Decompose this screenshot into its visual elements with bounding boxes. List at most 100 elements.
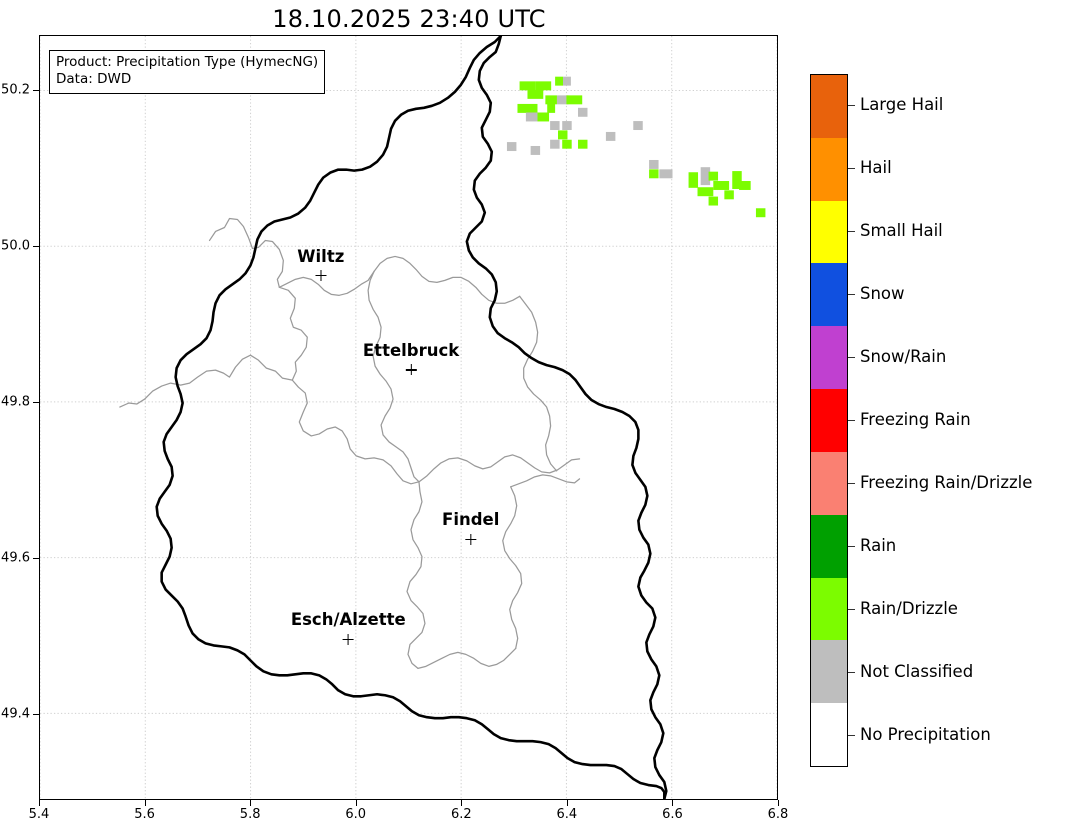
radar-cell [713, 181, 730, 190]
y-axis-tick [33, 245, 39, 247]
radar-cell [697, 187, 714, 197]
radar-cell [556, 95, 569, 105]
legend-label: Freezing Rain [860, 410, 971, 430]
radar-cell [558, 130, 568, 140]
legend-tick [848, 482, 855, 485]
legend-label: Not Classified [860, 662, 974, 682]
x-axis-tick-label: 6.4 [556, 807, 578, 822]
legend-swatch-large-hail [811, 75, 847, 138]
national-border [155, 36, 668, 799]
radar-cell [578, 107, 588, 117]
legend-swatch-freezing-rain [811, 389, 847, 452]
x-axis-tick [461, 800, 463, 806]
legend-label: Freezing Rain/Drizzle [860, 473, 1033, 493]
legend-tick [848, 671, 855, 674]
legend-label: Rain/Drizzle [860, 599, 958, 619]
legend-swatch-freezing-rain-drizzle [811, 451, 847, 515]
legend-label: Rain [860, 536, 897, 556]
map-canvas [40, 36, 777, 799]
legend-swatch-hail [811, 137, 847, 201]
legend-tick [848, 293, 855, 296]
radar-cell [517, 103, 538, 113]
legend-label: No Precipitation [860, 725, 991, 745]
x-axis-tick [39, 800, 40, 806]
radar-cell [506, 142, 517, 152]
radar-cell [649, 159, 659, 169]
radar-cell [555, 76, 564, 86]
x-axis-tick-label: 5.8 [239, 807, 261, 822]
radar-cell [562, 139, 572, 149]
legend-tick [848, 734, 855, 737]
info-data-line: Data: DWD [56, 71, 132, 88]
info-product-line: Product: Precipitation Type (HymecNG) [56, 54, 319, 70]
radar-cell [649, 169, 659, 179]
district-boundaries [119, 217, 581, 669]
radar-cell [537, 112, 550, 122]
legend-tick [848, 230, 855, 233]
radar-cell [688, 172, 699, 188]
radar-cell [708, 171, 719, 181]
legend-swatch-snow-rain [811, 326, 847, 390]
y-axis-tick-label: 49.4 [1, 706, 30, 722]
legend-label: Large Hail [860, 95, 944, 115]
x-axis-tick-label: 6.2 [450, 807, 472, 822]
y-axis-tick [33, 401, 39, 403]
radar-cell [578, 139, 588, 149]
legend-label: Small Hail [860, 221, 943, 241]
radar-cell [633, 121, 643, 131]
radar-cell [724, 190, 734, 200]
x-axis-tick-label: 6.6 [662, 807, 683, 822]
legend-tick [848, 167, 855, 170]
radar-cell [605, 131, 616, 141]
radar-cell [739, 181, 751, 190]
legend-colorbar [810, 74, 848, 767]
radar-cell [527, 89, 544, 99]
radar-cell [535, 81, 552, 91]
radar-cell [732, 171, 742, 189]
x-axis-tick [566, 800, 568, 806]
x-axis-tick-label: 5.6 [134, 807, 155, 822]
info-box: Product: Precipitation Type (HymecNG) Da… [49, 50, 326, 94]
radar-cell [659, 169, 673, 179]
radar-cell [545, 95, 557, 105]
map-plot-area: Product: Precipitation Type (HymecNG) Da… [39, 35, 778, 800]
legend-swatch-small-hail [811, 200, 847, 264]
legend-tick [848, 608, 855, 611]
legend-swatch-no-precipitation [811, 703, 847, 766]
legend-swatch-not-classified [811, 640, 847, 704]
legend-swatch-rain-drizzle [811, 577, 847, 641]
legend-label: Hail [860, 158, 892, 178]
y-axis-tick [33, 558, 39, 559]
y-axis-tick-label: 50.2 [1, 82, 30, 98]
legend-swatch-snow [811, 263, 847, 327]
x-axis-tick [778, 800, 779, 806]
x-axis-tick [144, 800, 146, 806]
x-axis-tick-label: 5.4 [28, 807, 50, 822]
legend-tick [848, 545, 855, 548]
radar-cell [530, 145, 541, 155]
x-axis-tick [250, 800, 252, 806]
radar-cell [755, 208, 766, 218]
x-axis-tick [355, 800, 357, 806]
legend-tick [848, 104, 855, 107]
page-title: 18.10.2025 23:40 UTC [272, 5, 546, 33]
radar-cell [550, 139, 560, 149]
y-axis-tick-label: 50.0 [1, 238, 30, 254]
legend-label: Snow/Rain [860, 347, 947, 367]
radar-cell [563, 76, 571, 86]
gridlines [40, 36, 777, 799]
x-axis-tick [672, 800, 674, 806]
legend-tick [848, 356, 855, 359]
y-axis-tick [33, 89, 39, 91]
radar-cell [519, 81, 536, 91]
x-axis-tick-label: 6.0 [345, 807, 367, 822]
x-axis-tick-label: 6.8 [767, 807, 789, 822]
y-axis-tick-label: 49.8 [1, 394, 30, 410]
radar-cell [550, 121, 560, 131]
radar-cell [547, 103, 556, 113]
radar-cell [566, 95, 583, 105]
radar-cell [525, 112, 538, 122]
y-axis-tick [33, 714, 39, 716]
radar-cell [708, 196, 719, 206]
